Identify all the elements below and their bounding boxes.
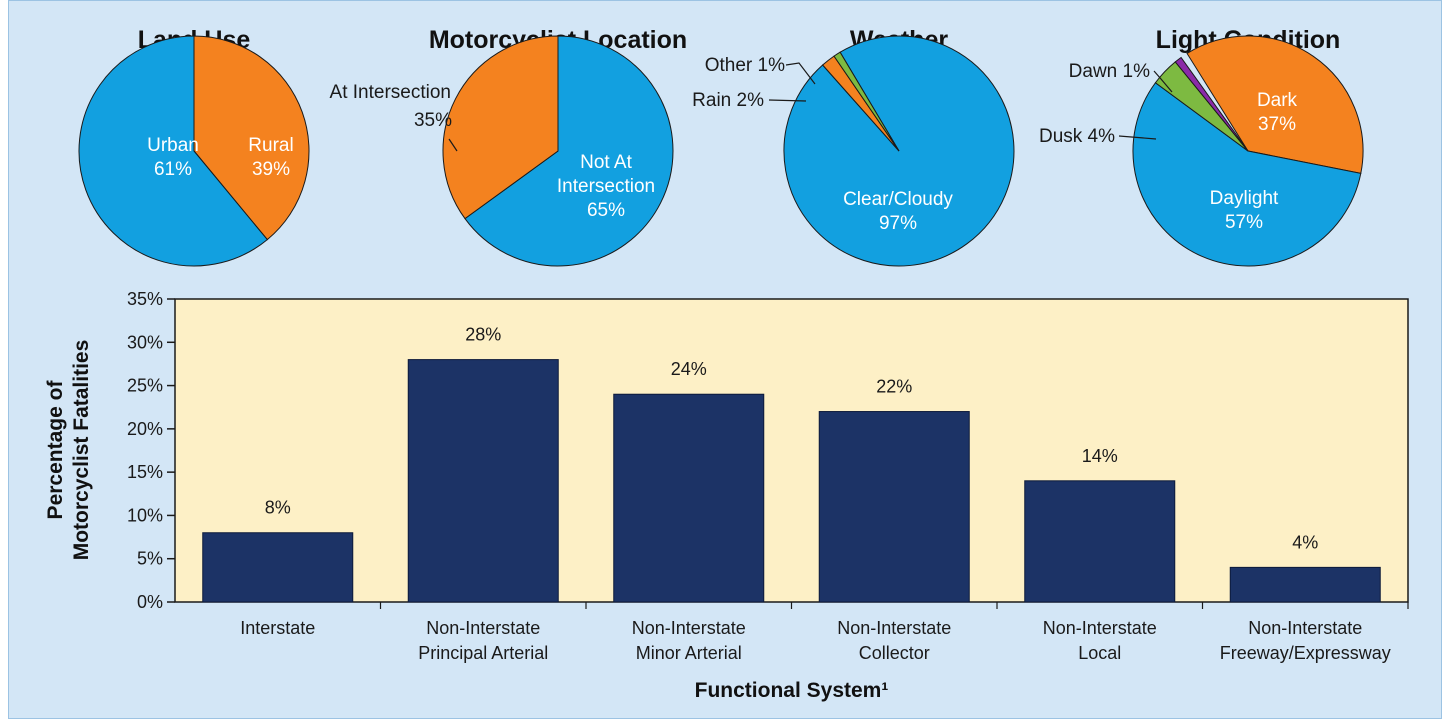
pie-slice-weather-other: [833, 51, 900, 152]
bar-plot-area: [174, 298, 1409, 603]
y-tick-label-30: 30%: [127, 332, 163, 352]
bar-interstate: [202, 532, 354, 603]
x-tick-label-2: Non-Interstate: [426, 618, 540, 638]
pie-label-light-dawn: Dawn 1%: [1069, 61, 1150, 82]
pie-label-motorcyclist-location-at-intersection: 35%: [414, 110, 452, 131]
bar-value-label-3: 24%: [671, 359, 707, 379]
pie-slice-land-use-urban: [78, 35, 269, 267]
pie-slice-land-use-rural: [193, 35, 310, 241]
x-tick-label-4: Non-Interstate: [837, 618, 951, 638]
bar-value-label-1: 8%: [265, 498, 291, 518]
bar-value-label-6: 4%: [1292, 532, 1318, 552]
pie-label-land-use-urban-line2: 61%: [154, 159, 192, 180]
y-tick-label-5: 5%: [137, 549, 163, 569]
y-tick-label-15: 15%: [127, 462, 163, 482]
pie-slice-light-condition-daylight: [1132, 82, 1362, 267]
pie-label-light-condition-dark-line2: 37%: [1258, 114, 1296, 135]
pie-slice-motorcyclist-location-not-at-intersection: [464, 35, 674, 267]
pie-label-light-condition-daylight: Daylight: [1210, 188, 1279, 209]
y-tick-label-35: 35%: [127, 289, 163, 309]
bar-non-interstate-collector: [818, 411, 970, 603]
pie-label-motorcyclist-location-not-at-intersection: Not At: [580, 152, 632, 173]
y-tick-label-0: 0%: [137, 592, 163, 612]
pie-label-land-use-rural-line2: 39%: [252, 159, 290, 180]
y-axis-title-line1: Percentage of: [44, 380, 67, 520]
leader-line-rain: [768, 99, 807, 102]
pie-label-weather-clear-cloudy: Clear/Cloudy: [843, 189, 953, 210]
pie-label-weather-clear-cloudy-line2: 97%: [879, 213, 917, 234]
pie-label-motorcyclist-location-not-at-intersection-line2: Intersection: [557, 176, 655, 197]
bar-value-label-5: 14%: [1082, 446, 1118, 466]
pie-label-weather-rain: Rain 2%: [692, 90, 764, 111]
y-tick-label-10: 10%: [127, 505, 163, 525]
x-tick-label-6: Non-Interstate: [1248, 618, 1362, 638]
bar-non-interstate-principal-arterial: [407, 359, 559, 603]
bar-non-interstate-freeway-expressway: [1229, 566, 1381, 603]
pie-label-motorcyclist-location-not-at-intersection-line3: 65%: [587, 200, 625, 221]
pie-label-weather-other: Other 1%: [705, 55, 785, 76]
x-tick-label-5: Non-Interstate: [1043, 618, 1157, 638]
x-tick-label-4-line2: Collector: [859, 643, 930, 663]
pie-slice-motorcyclist-location-at-intersection: [442, 35, 559, 220]
pie-label-land-use-rural: Rural: [248, 135, 293, 156]
pie-label-light-condition-dark: Dark: [1257, 90, 1298, 111]
leader-line-dusk: [1118, 135, 1157, 140]
bar-value-label-2: 28%: [465, 325, 501, 345]
x-tick-label-5-line2: Local: [1078, 643, 1121, 663]
x-axis-title: Functional System¹: [695, 679, 889, 702]
x-tick-label-3: Non-Interstate: [632, 618, 746, 638]
y-tick-label-20: 20%: [127, 419, 163, 439]
x-tick-label-3-line2: Minor Arterial: [636, 643, 742, 663]
y-tick-label-25: 25%: [127, 376, 163, 396]
bar-non-interstate-local: [1024, 480, 1176, 603]
figure-canvas: Land UseMotorcyclist LocationWeatherLigh…: [44, 26, 1409, 702]
pie-label-land-use-urban: Urban: [147, 135, 199, 156]
x-tick-label-6-line2: Freeway/Expressway: [1220, 643, 1391, 663]
bar-non-interstate-minor-arterial: [613, 393, 765, 603]
y-axis-title-line2: Motorcyclist Fatalities: [70, 340, 93, 561]
figure-panel: Land UseMotorcyclist LocationWeatherLigh…: [8, 0, 1442, 719]
pie-label-light-condition-daylight-line2: 57%: [1225, 212, 1263, 233]
pie-slice-light-condition-dark: [1186, 35, 1364, 174]
leader-line-dawn: [1153, 70, 1173, 93]
pie-slice-light-condition-dawn: [1174, 56, 1249, 152]
leader-line-other: [785, 62, 816, 85]
pie-label-motorcyclist-location-at-intersection: At Intersection: [330, 82, 451, 103]
bar-value-label-4: 22%: [876, 377, 912, 397]
pie-label-light-dusk: Dusk 4%: [1039, 126, 1115, 147]
leader-line-at-intersection: [448, 138, 458, 152]
x-tick-label-2-line2: Principal Arterial: [418, 643, 548, 663]
x-tick-label-1: Interstate: [240, 618, 315, 638]
